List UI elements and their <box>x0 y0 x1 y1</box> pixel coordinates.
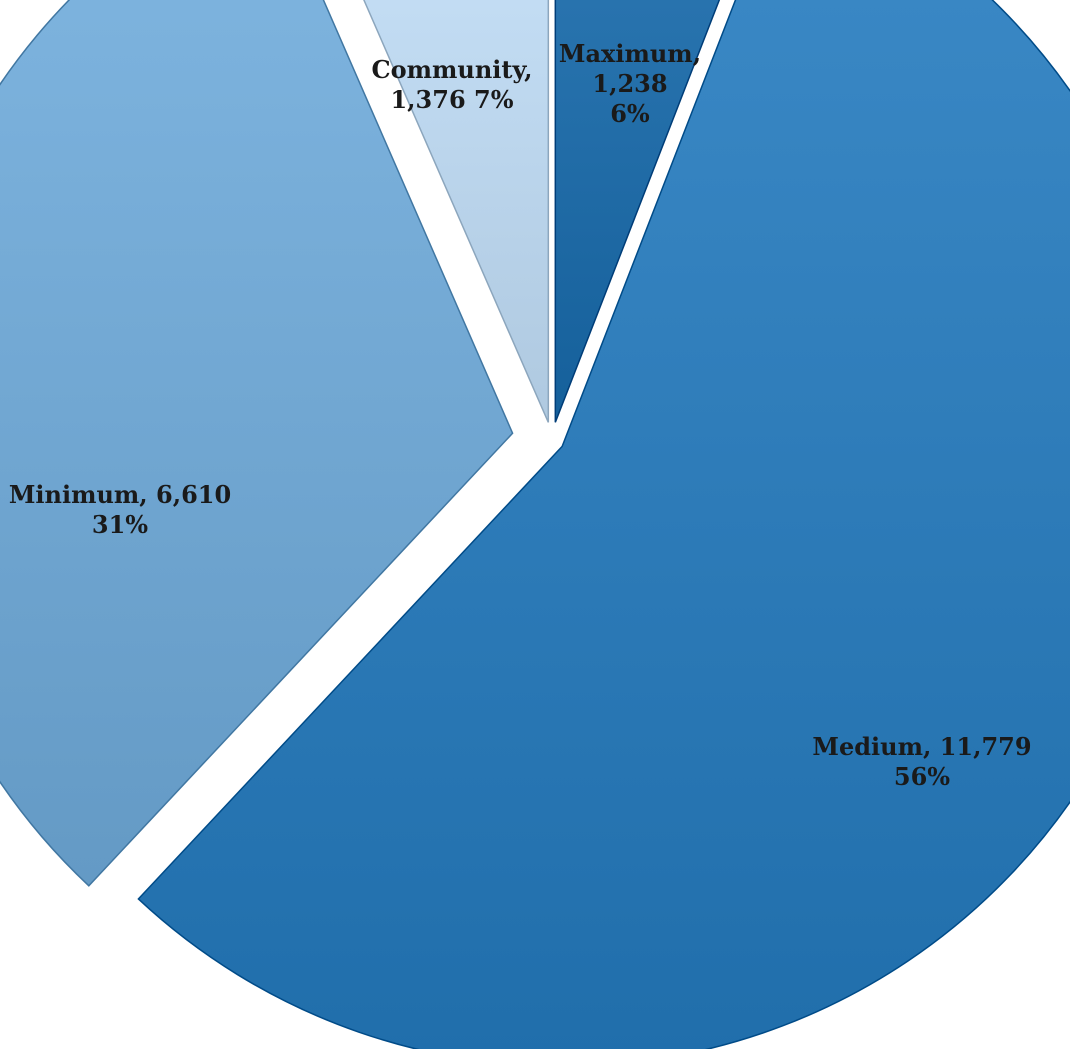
data-label-line: 1,238 <box>592 69 667 98</box>
data-label-minimum: Minimum, 6,610 31% <box>9 480 231 539</box>
data-label-line: Community, <box>371 55 532 84</box>
data-label-maximum: Maximum, 1,238 6% <box>559 39 701 128</box>
pie-slice-medium <box>137 0 1070 1049</box>
data-label-community: Community, 1,376 7% <box>371 55 532 114</box>
labels-layer: Maximum, 1,238 6% Medium, 11,779 56% Minimum,… <box>9 39 1032 791</box>
data-label-medium: Medium, 11,779 56% <box>812 732 1031 791</box>
data-label-line: Maximum, <box>559 39 701 68</box>
data-label-line: 1,376 7% <box>390 85 513 114</box>
pie-slice-maximum <box>554 0 721 423</box>
data-label-line: Medium, 11,779 <box>812 732 1031 761</box>
data-label-line: 31% <box>92 510 148 539</box>
pie-slice-minimum <box>0 0 514 887</box>
data-label-line: 56% <box>894 762 950 791</box>
data-label-line: Minimum, 6,610 <box>9 480 231 509</box>
pie-slice-community <box>363 0 550 423</box>
data-label-line: 6% <box>610 99 650 128</box>
